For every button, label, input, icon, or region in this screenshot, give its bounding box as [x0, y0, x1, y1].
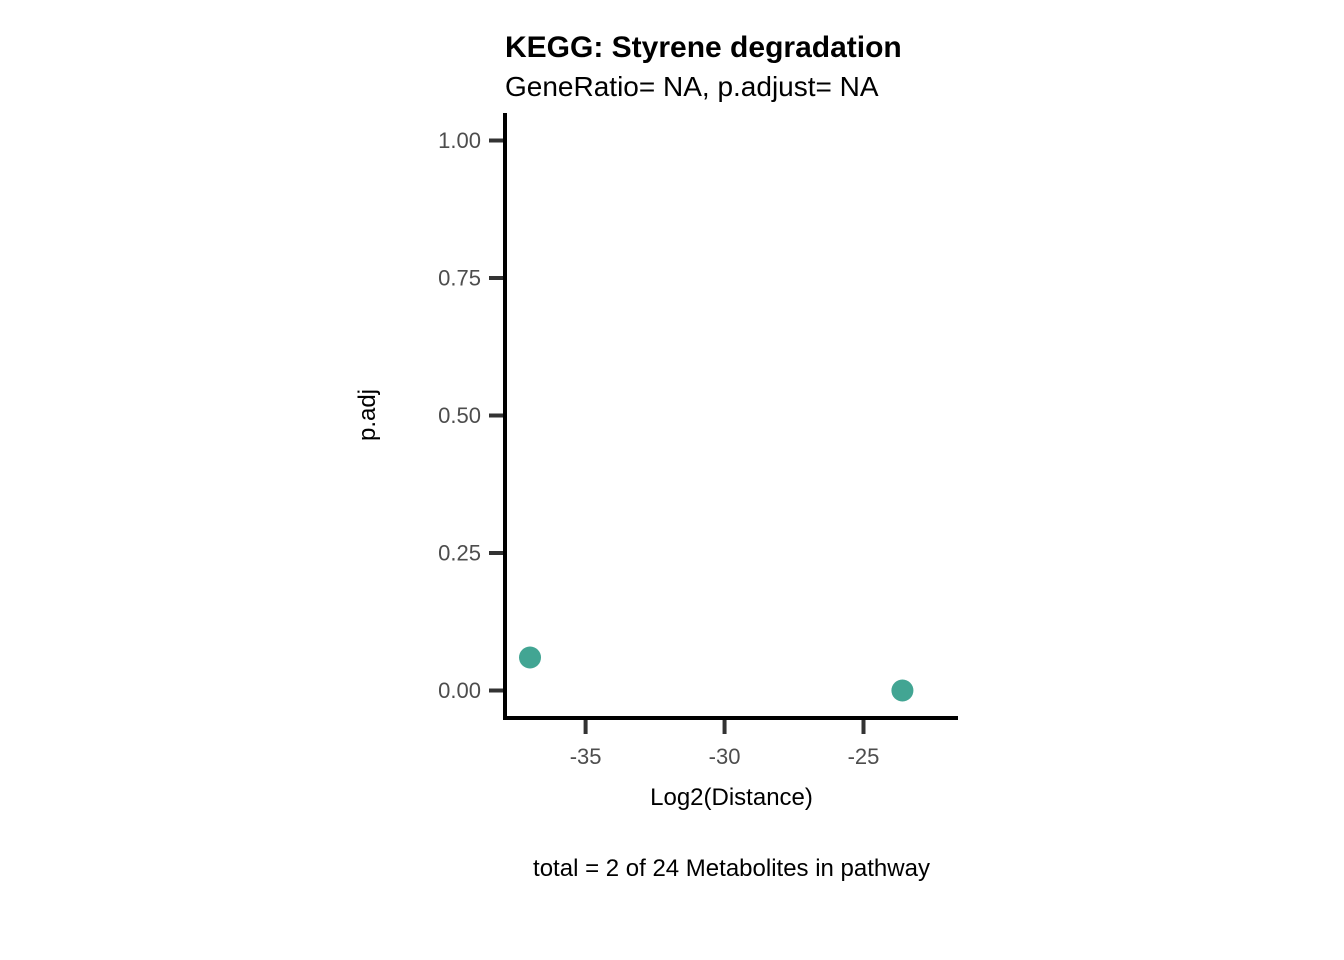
y-axis-tick-label: 0.75: [438, 266, 481, 291]
chart-subtitle: GeneRatio= NA, p.adjust= NA: [505, 71, 879, 102]
x-axis-tick-label: -35: [570, 744, 602, 769]
y-axis-tick-label: 0.25: [438, 541, 481, 566]
data-point: [891, 679, 914, 702]
y-axis-tick-label: 0.50: [438, 403, 481, 428]
x-axis-tick-label: -30: [709, 744, 741, 769]
data-point: [519, 646, 542, 669]
x-axis-tick-label: -25: [848, 744, 880, 769]
x-axis-title: Log2(Distance): [650, 784, 813, 811]
chart-title: KEGG: Styrene degradation: [505, 31, 902, 64]
y-axis-tick-label: 1.00: [438, 128, 481, 153]
chart-caption: total = 2 of 24 Metabolites in pathway: [533, 855, 930, 882]
y-axis-tick-label: 0.00: [438, 678, 481, 703]
